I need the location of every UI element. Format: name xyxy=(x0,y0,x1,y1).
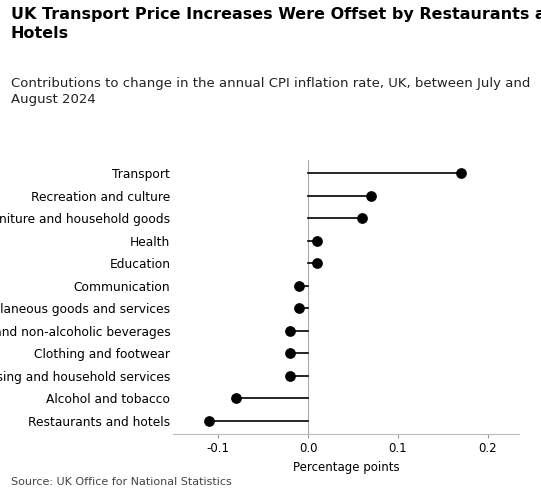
Point xyxy=(286,372,294,380)
Point xyxy=(286,327,294,335)
Point xyxy=(232,394,240,402)
Text: Source: UK Office for National Statistics: Source: UK Office for National Statistic… xyxy=(11,477,232,487)
Text: Contributions to change in the annual CPI inflation rate, UK, between July and
A: Contributions to change in the annual CP… xyxy=(11,77,530,106)
Point xyxy=(313,259,321,267)
X-axis label: Percentage points: Percentage points xyxy=(293,461,400,474)
Point xyxy=(367,192,375,200)
Text: UK Transport Price Increases Were Offset by Restaurants and
Hotels: UK Transport Price Increases Were Offset… xyxy=(11,7,541,41)
Point xyxy=(358,214,366,222)
Point xyxy=(286,349,294,357)
Point xyxy=(313,237,321,245)
Point xyxy=(204,417,213,425)
Point xyxy=(295,304,304,312)
Point xyxy=(295,281,304,289)
Point xyxy=(457,169,465,177)
